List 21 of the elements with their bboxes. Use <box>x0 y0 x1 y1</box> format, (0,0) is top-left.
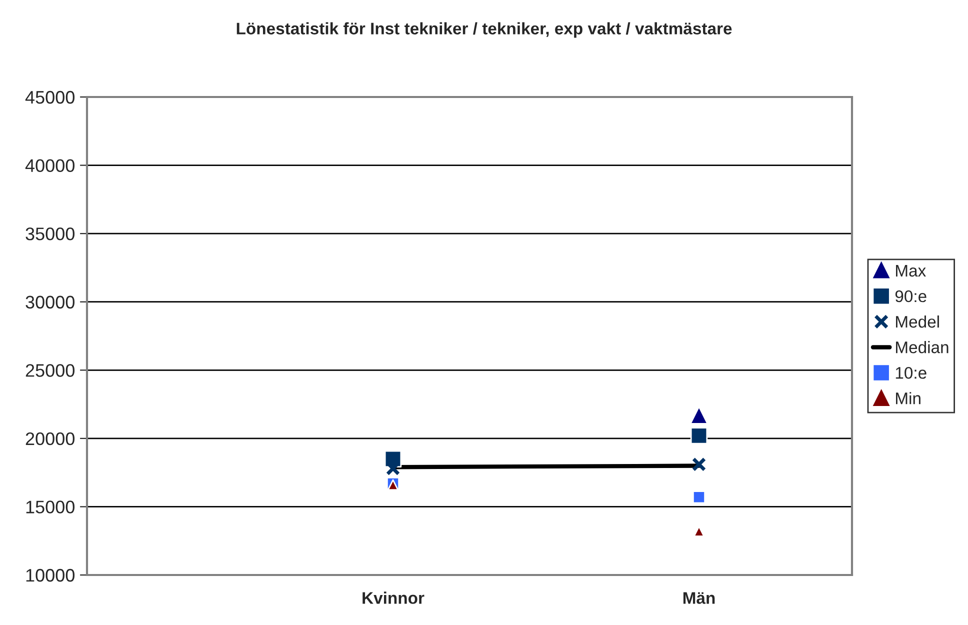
y-tick-label: 35000 <box>26 228 74 240</box>
y-tick-label: 30000 <box>26 296 74 309</box>
legend-label: 10:e <box>896 366 926 379</box>
point <box>690 406 708 424</box>
legend-label: Median <box>896 341 948 354</box>
y-tick-label: 10000 <box>26 568 74 582</box>
legend-label: 90:e <box>895 290 926 302</box>
legend-label: Min <box>896 392 920 404</box>
legend-label: Medel <box>896 315 939 328</box>
point <box>692 490 706 504</box>
y-tick-label: 40000 <box>25 159 74 172</box>
legend-label: Max <box>896 265 926 277</box>
point <box>692 457 706 472</box>
x-tick-label: Kvinnor <box>362 592 424 604</box>
x-tick-label: Män <box>683 592 715 604</box>
y-tick-label: 25000 <box>26 364 74 377</box>
y-tick-label: 20000 <box>26 432 74 446</box>
point <box>690 427 708 444</box>
y-tick-label: 15000 <box>26 500 74 514</box>
y-tick-label: 45000 <box>25 90 74 104</box>
chart-title: Lönestatistik för Inst tekniker / tekniker, exp vakt / vaktmästare <box>236 22 732 38</box>
